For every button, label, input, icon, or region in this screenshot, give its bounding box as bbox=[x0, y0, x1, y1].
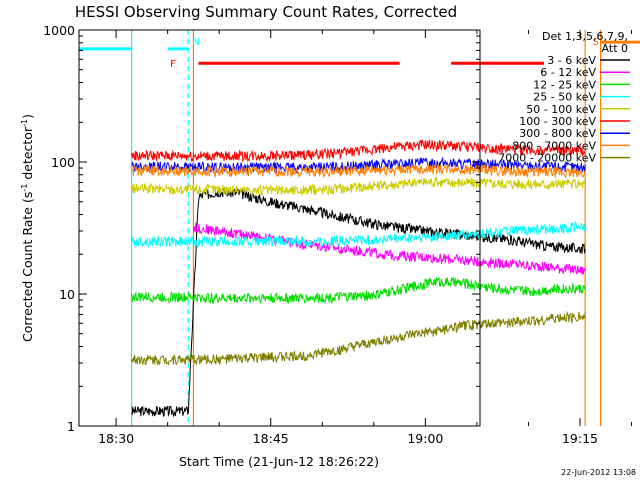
series-7 bbox=[131, 163, 586, 179]
y-tick-label: 10 bbox=[59, 287, 75, 302]
y-axis-label: Corrected Count Rate (s-1 detector-1) bbox=[20, 114, 35, 342]
series-8 bbox=[131, 310, 586, 367]
series-line-2-0 bbox=[131, 276, 586, 305]
series-0 bbox=[131, 186, 586, 418]
legend-header-line-2: Att 0 bbox=[602, 42, 628, 55]
annotation-f: F bbox=[170, 59, 176, 70]
legend-label: 300 - 800 keV bbox=[519, 127, 596, 140]
series-line-4-0 bbox=[131, 176, 586, 197]
y-axis-label-mid: detector bbox=[20, 126, 35, 184]
chart-title: HESSI Observing Summary Count Rates, Cor… bbox=[75, 3, 457, 21]
x-tick-label: 18:30 bbox=[98, 431, 134, 446]
legend-header-line-1: Det 1,3,5,6,7,9, bbox=[542, 30, 628, 43]
series-line-3-0 bbox=[131, 221, 586, 249]
legend-label: 3 - 6 keV bbox=[547, 54, 596, 67]
series-line-7-0 bbox=[131, 163, 586, 179]
footer-timestamp: 22-Jun-2012 13:08 bbox=[561, 468, 636, 477]
y-tick-label: 1000 bbox=[43, 23, 75, 38]
x-tick-label: 18:45 bbox=[253, 431, 289, 446]
series-5 bbox=[131, 138, 586, 163]
annotation-n: N bbox=[192, 37, 199, 48]
y-tick-label: 1 bbox=[67, 419, 75, 434]
series-line-0-0 bbox=[131, 186, 586, 418]
y-axis-label-end: ) bbox=[20, 114, 35, 119]
y-axis-label-main: Corrected Count Rate (s bbox=[20, 192, 35, 342]
annotation-s: S bbox=[593, 37, 599, 48]
legend-label: 50 - 100 keV bbox=[526, 103, 596, 116]
plot-area: N F S bbox=[78, 29, 640, 427]
legend-label: 25 - 50 keV bbox=[533, 91, 596, 104]
plot-frame bbox=[78, 29, 481, 427]
x-tick-label: 19:15 bbox=[562, 431, 598, 446]
y-axis-label-sup2: -1 bbox=[20, 119, 29, 127]
legend-label: 6 - 12 keV bbox=[540, 66, 596, 79]
series-2 bbox=[131, 276, 586, 305]
series-line-5-0 bbox=[131, 138, 586, 163]
x-tick-label: 19:00 bbox=[407, 431, 443, 446]
legend-label: 800 - 7000 keV bbox=[512, 139, 596, 152]
y-tick-label: 100 bbox=[51, 155, 75, 170]
y-tick-labels: 1 10 100 1000 bbox=[43, 23, 75, 434]
legend-label: 100 - 300 keV bbox=[519, 115, 596, 128]
series-4 bbox=[131, 176, 586, 197]
legend-label: 12 - 25 keV bbox=[533, 78, 596, 91]
y-axis-label-sup1: -1 bbox=[20, 184, 29, 192]
legend-label: 7000 - 20000 keV bbox=[498, 152, 596, 165]
series-3 bbox=[131, 221, 586, 249]
x-axis-label: Start Time (21-Jun-12 18:26:22) bbox=[179, 454, 379, 469]
series-line-8-0 bbox=[131, 310, 586, 367]
